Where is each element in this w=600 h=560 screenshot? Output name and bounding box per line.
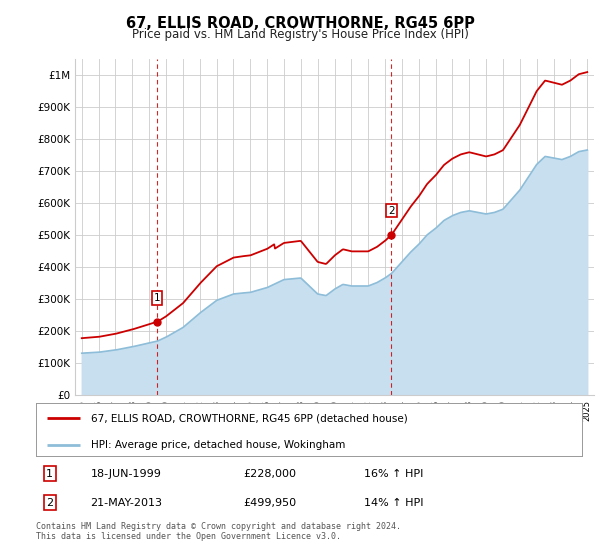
Text: £228,000: £228,000: [244, 469, 296, 479]
Text: HPI: Average price, detached house, Wokingham: HPI: Average price, detached house, Woki…: [91, 440, 345, 450]
Text: Price paid vs. HM Land Registry's House Price Index (HPI): Price paid vs. HM Land Registry's House …: [131, 28, 469, 41]
Text: 67, ELLIS ROAD, CROWTHORNE, RG45 6PP: 67, ELLIS ROAD, CROWTHORNE, RG45 6PP: [125, 16, 475, 31]
Text: 14% ↑ HPI: 14% ↑ HPI: [364, 498, 423, 508]
Text: 2: 2: [388, 206, 395, 216]
Text: 21-MAY-2013: 21-MAY-2013: [91, 498, 163, 508]
Text: 1: 1: [154, 293, 160, 302]
Text: £499,950: £499,950: [244, 498, 296, 508]
Text: 18-JUN-1999: 18-JUN-1999: [91, 469, 161, 479]
Text: 1: 1: [46, 469, 53, 479]
Text: 16% ↑ HPI: 16% ↑ HPI: [364, 469, 423, 479]
Text: 67, ELLIS ROAD, CROWTHORNE, RG45 6PP (detached house): 67, ELLIS ROAD, CROWTHORNE, RG45 6PP (de…: [91, 413, 407, 423]
Text: 2: 2: [46, 498, 53, 508]
Text: Contains HM Land Registry data © Crown copyright and database right 2024.
This d: Contains HM Land Registry data © Crown c…: [36, 522, 401, 542]
